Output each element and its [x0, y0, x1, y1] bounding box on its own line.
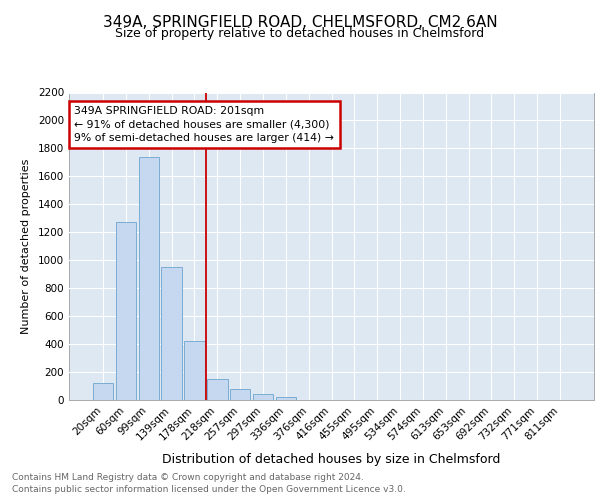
- Text: Contains public sector information licensed under the Open Government Licence v3: Contains public sector information licen…: [12, 486, 406, 494]
- Bar: [139, 157, 159, 400]
- Text: Size of property relative to detached houses in Chelmsford: Size of property relative to detached ho…: [115, 27, 485, 40]
- Text: 349A SPRINGFIELD ROAD: 201sqm
← 91% of detached houses are smaller (4,300)
9% of: 349A SPRINGFIELD ROAD: 201sqm ← 91% of d…: [74, 106, 334, 142]
- Text: Contains HM Land Registry data © Crown copyright and database right 2024.: Contains HM Land Registry data © Crown c…: [12, 473, 364, 482]
- Bar: [184, 342, 205, 400]
- X-axis label: Distribution of detached houses by size in Chelmsford: Distribution of detached houses by size …: [163, 453, 500, 466]
- Bar: [161, 267, 182, 400]
- Bar: [207, 379, 227, 400]
- Bar: [253, 394, 273, 400]
- Bar: [93, 383, 113, 400]
- Text: 349A, SPRINGFIELD ROAD, CHELMSFORD, CM2 6AN: 349A, SPRINGFIELD ROAD, CHELMSFORD, CM2 …: [103, 15, 497, 30]
- Bar: [116, 222, 136, 400]
- Y-axis label: Number of detached properties: Number of detached properties: [21, 158, 31, 334]
- Bar: [275, 397, 296, 400]
- Bar: [230, 389, 250, 400]
